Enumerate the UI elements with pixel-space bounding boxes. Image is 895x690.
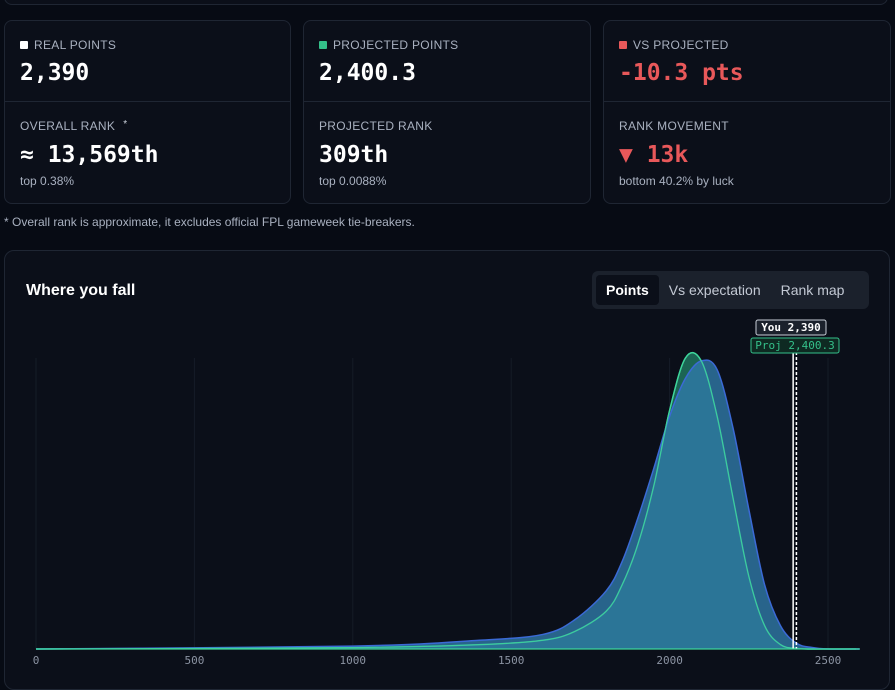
tab-rank-map[interactable]: Rank map xyxy=(780,282,845,298)
rank-movement-label: RANK MOVEMENT xyxy=(619,119,729,133)
card-divider xyxy=(304,101,590,102)
card-divider xyxy=(604,101,890,102)
projected-points-swatch xyxy=(319,41,327,49)
rank-movement-value: ▼ 13k xyxy=(619,142,689,168)
vs-projected-label-text: VS PROJECTED xyxy=(633,38,729,52)
vs-projected-label: VS PROJECTED xyxy=(619,38,729,52)
projected-points-value: 2,400.3 xyxy=(319,60,416,86)
tab-points[interactable]: Points xyxy=(596,275,659,305)
panel-title: Where you fall xyxy=(26,282,136,299)
x-tick-label: 1500 xyxy=(498,654,525,667)
series-projected-outline xyxy=(35,352,860,650)
projected-points-label-text: PROJECTED POINTS xyxy=(333,38,459,52)
overall-rank-asterisk: * xyxy=(123,118,128,130)
tab-vs-expectation[interactable]: Vs expectation xyxy=(668,282,761,298)
real-points-label-text: REAL POINTS xyxy=(34,38,117,52)
series-real-area xyxy=(36,360,860,650)
series-real-line xyxy=(35,359,860,650)
projected-marker-label: Proj 2,400.3 xyxy=(755,339,834,352)
overall-rank-label-text: OVERALL RANK xyxy=(20,119,116,133)
view-tabs: Points Vs expectation Rank map xyxy=(592,271,869,309)
vs-projected-swatch xyxy=(619,41,627,49)
overall-rank-percentile: top 0.38% xyxy=(20,174,75,188)
projected-rank-percentile: top 0.0088% xyxy=(319,174,387,188)
rank-movement-label-text: RANK MOVEMENT xyxy=(619,119,729,133)
x-tick-label: 1000 xyxy=(340,654,367,667)
vs-projected-value: -10.3 pts xyxy=(619,60,744,86)
x-tick-label: 2000 xyxy=(656,654,683,667)
card-divider xyxy=(5,101,290,102)
projected-marker-badge xyxy=(750,337,840,354)
projected-rank-label: PROJECTED RANK xyxy=(319,119,433,133)
projected-rank-value: 309th xyxy=(319,142,389,168)
projected-points-card: PROJECTED POINTS 2,400.3 PROJECTED RANK … xyxy=(303,20,591,204)
overall-rank-value: ≈ 13,569th xyxy=(20,142,159,168)
vs-projected-card: VS PROJECTED -10.3 pts RANK MOVEMENT ▼ 1… xyxy=(603,20,891,204)
real-points-value: 2,390 xyxy=(20,60,90,86)
you-marker-label: You 2,390 xyxy=(761,321,821,334)
projected-points-label: PROJECTED POINTS xyxy=(319,38,458,52)
x-tick-label: 0 xyxy=(33,654,40,667)
rank-movement-luck: bottom 40.2% by luck xyxy=(619,174,734,188)
x-tick-label: 500 xyxy=(184,654,204,667)
x-tick-label: 2500 xyxy=(815,654,842,667)
you-marker-badge xyxy=(755,319,827,336)
overall-rank-label: OVERALL RANK * xyxy=(20,118,128,134)
real-points-swatch xyxy=(20,41,28,49)
real-points-card: REAL POINTS 2,390 OVERALL RANK * ≈ 13,56… xyxy=(4,20,291,204)
projected-rank-label-text: PROJECTED RANK xyxy=(319,119,433,133)
real-points-label: REAL POINTS xyxy=(20,38,116,52)
rank-footnote: * Overall rank is approximate, it exclud… xyxy=(4,215,415,229)
